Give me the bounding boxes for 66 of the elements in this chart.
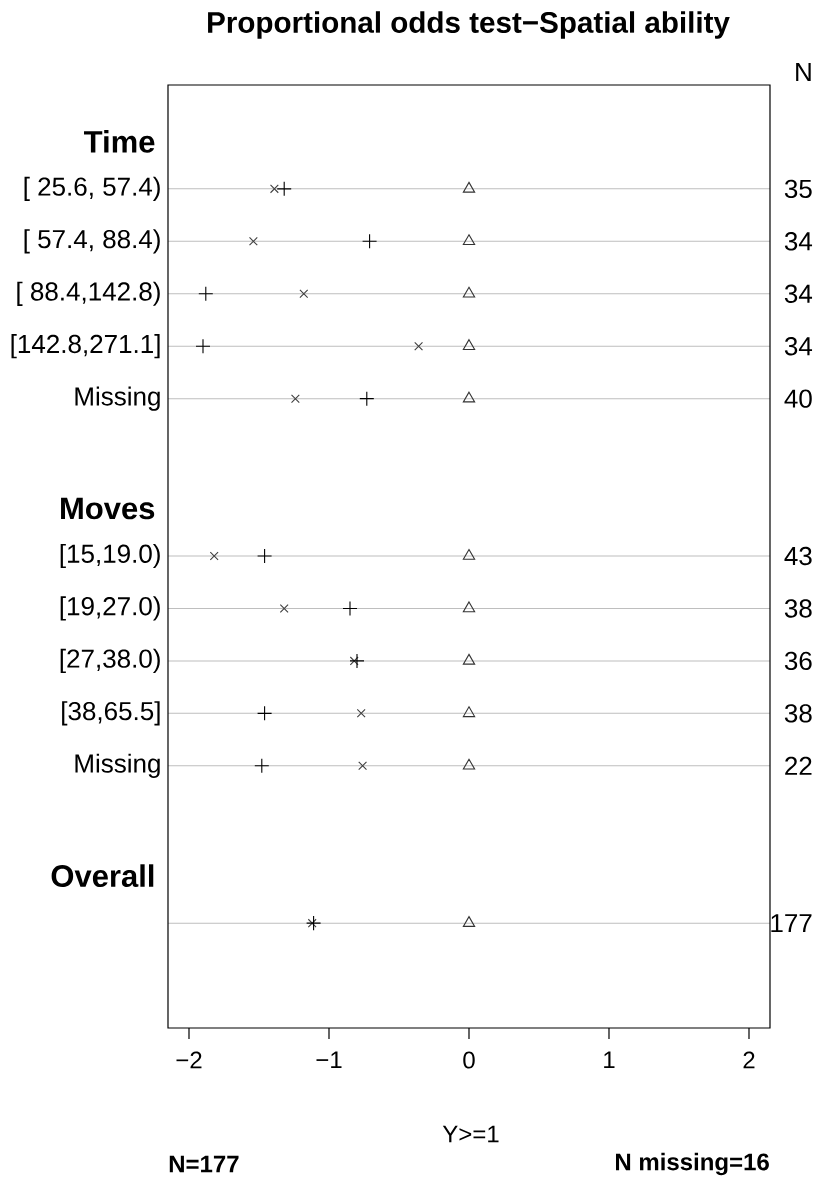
y-tick-label: [15,19.0) [60,543,160,569]
y2-tick-label: 177 [771,914,812,933]
text: N missing=16 [616,1152,769,1176]
y-tick-label: Overall [51,864,154,888]
point [362,233,378,249]
y2-tick-label: 36 [784,651,812,671]
y2-axis-title: N [796,63,811,81]
point [462,758,476,770]
point [248,236,258,246]
point [257,705,273,721]
y-tick-label: Missing [75,753,160,778]
point [198,286,214,302]
point [299,289,309,299]
y2-tick-label: 22 [785,756,812,775]
point [356,708,366,718]
point [462,601,476,613]
x-tick-label: −2 [176,1051,202,1069]
point [462,653,476,665]
point [349,653,365,669]
x-axis-title: Y>=1 [442,1125,499,1143]
x-tick-label: 2 [743,1051,755,1069]
y-tick-label: Missing [75,386,160,411]
y-tick-label: Moves [61,497,155,520]
point [414,341,424,351]
point [358,761,368,771]
y-tick-label: Time [84,130,155,153]
y-tick-label: [ 25.6, 57.4) [24,176,160,201]
y2-tick-label: 35 [784,179,812,199]
x-tick-label: −1 [316,1051,342,1069]
point [209,551,219,561]
chart-title: Proportional odds test−Spatial ability [208,11,730,39]
y2-tick-label: 34 [784,284,813,303]
point [462,706,476,718]
y2-tick-label: 38 [784,704,812,723]
point [359,391,375,407]
point [462,916,476,927]
y-tick-label: [142.8,271.1] [11,334,160,359]
text: N=177 [169,1155,239,1173]
point [269,184,279,194]
y2-tick-label: 40 [784,389,812,408]
point [462,339,476,351]
y2-tick-label: 38 [784,599,812,618]
point [279,604,289,613]
y2-tick-label: 43 [784,546,812,566]
y2-tick-label: 34 [784,232,813,251]
point [462,286,476,298]
x-tick-label: 1 [604,1051,615,1069]
y-tick-label: [19,27.0) [60,596,160,621]
point [462,234,476,246]
point [276,181,292,197]
point [254,758,270,774]
y-tick-label: [ 88.4,142.8) [17,281,160,306]
y-tick-label: [ 57.4, 88.4) [24,229,160,254]
point [306,915,322,931]
point [307,918,317,928]
point [257,548,273,564]
y-tick-label: [38,65.5] [62,701,160,726]
point [462,548,476,560]
y2-tick-label: 34 [784,337,813,356]
y-tick-label: [27,38.0) [60,648,160,674]
x-tick-label: 0 [463,1051,475,1069]
point [462,391,476,403]
point [342,600,358,616]
point [195,338,211,354]
point [462,181,476,193]
point [290,394,300,404]
